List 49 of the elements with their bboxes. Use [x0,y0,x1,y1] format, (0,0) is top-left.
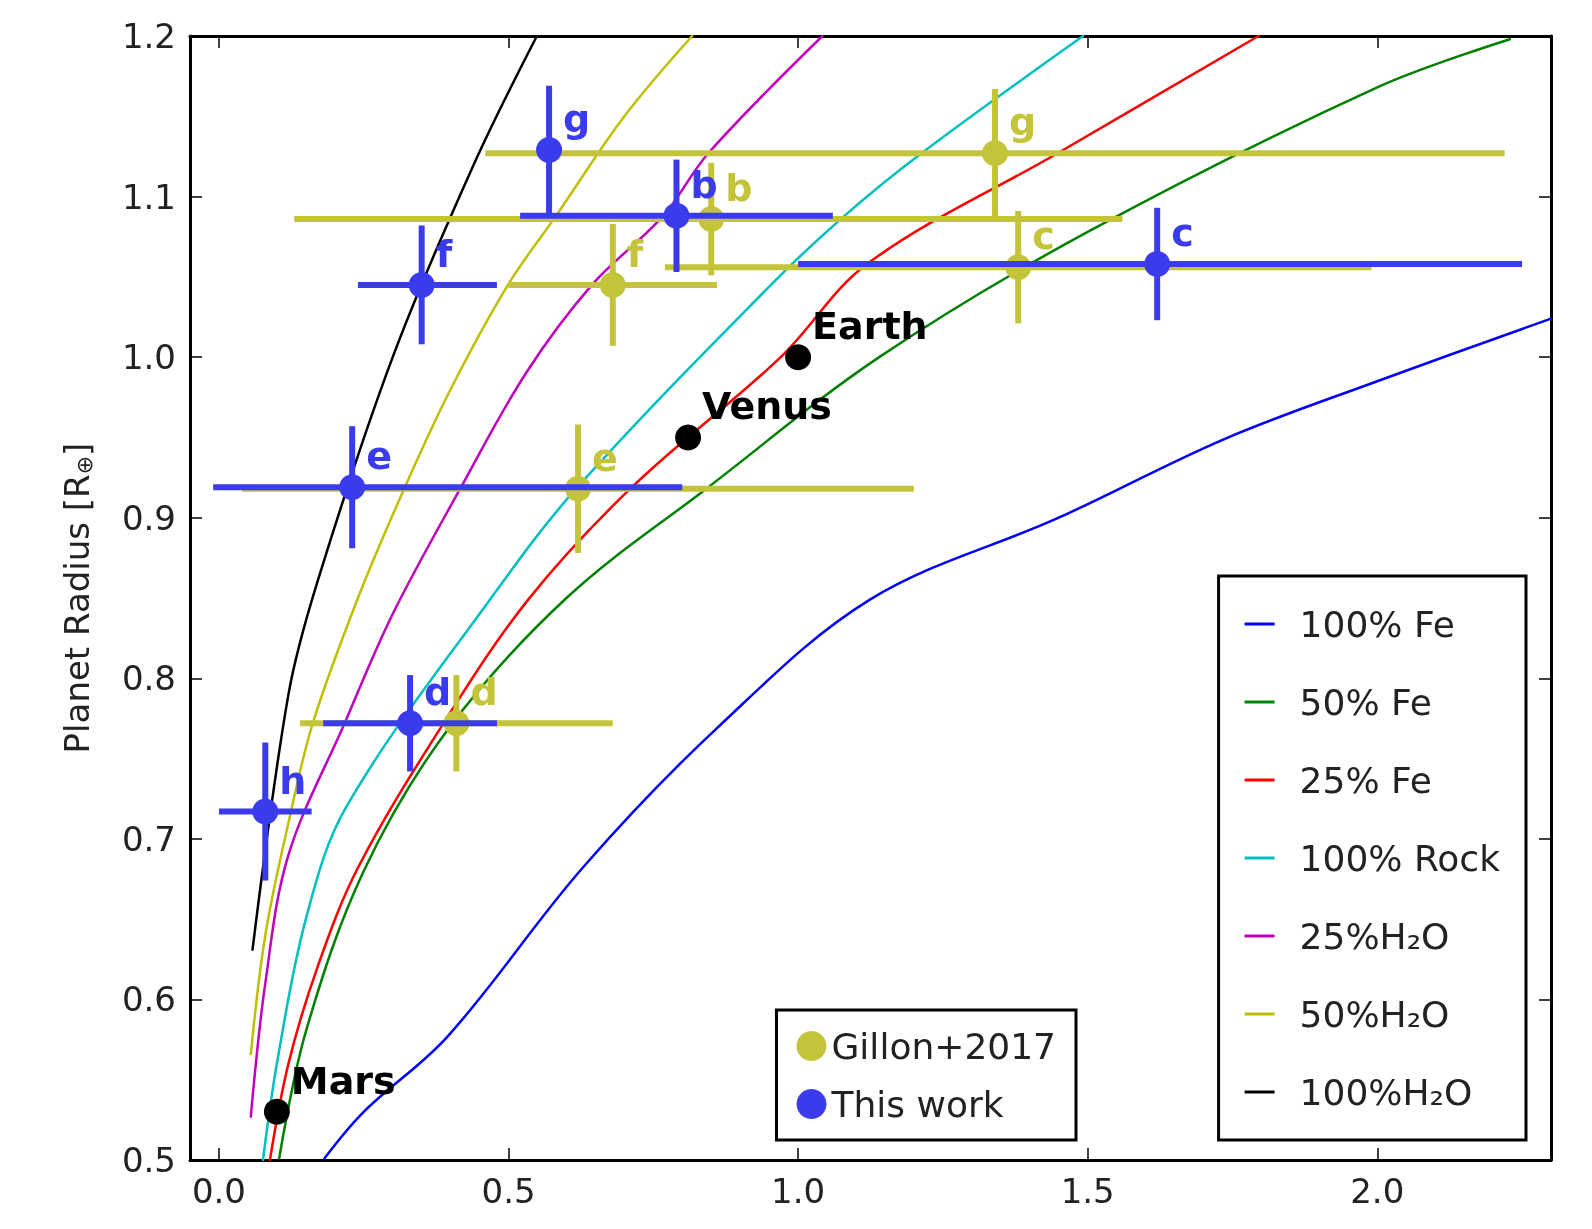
legend-label: 100%H₂O [1299,1071,1473,1113]
legend-label: 100% Fe [1299,603,1455,645]
y-tick-label: 1.2 [121,16,176,56]
legend-label: 25%H₂O [1299,915,1450,957]
legend-label: 50% Fe [1299,681,1432,723]
x-tick-label: 1.5 [1060,1171,1115,1211]
legend-label: Gillon+2017 [831,1025,1057,1067]
x-tick-label: 1.0 [771,1171,826,1211]
annotation: c [1171,211,1194,256]
annotation: c [1032,214,1055,259]
x-tick-label: 0.5 [481,1171,536,1211]
x-tick-label: 0.0 [191,1171,246,1211]
y-tick-label: 0.6 [121,979,176,1020]
point [536,137,563,163]
point [339,474,366,501]
legend-label: 50%H₂O [1299,993,1450,1035]
annotation: g [1009,100,1037,145]
y-axis-title: Planet Radius [R⊕] [57,442,97,754]
y-tick-label: 1.1 [121,176,176,217]
line-series [249,34,694,1056]
point [599,271,626,298]
point [408,271,435,298]
annotation: g [563,97,591,142]
annotation: d [470,670,498,715]
point [785,344,812,371]
point [675,424,702,451]
line-series [277,37,1512,1160]
y-tick-label: 0.8 [121,658,176,699]
y-tick-label: 0.7 [121,818,176,859]
annotation: f [626,231,644,276]
point [1144,251,1171,277]
y-tick-label: 1.0 [121,337,176,378]
annotation: d [424,670,452,715]
legend-label: This work [830,1083,1004,1125]
point [397,710,424,737]
point [252,798,279,825]
point [982,140,1009,167]
annotation: f [435,231,453,276]
x-tick-label: 2.0 [1350,1171,1405,1211]
y-tick-label: 0.9 [121,497,176,538]
point [663,202,690,229]
y-tick-label: 0.5 [121,1140,176,1180]
annotation: Earth [812,304,928,349]
legend-label: 100% Rock [1299,837,1501,879]
annotation: b [725,166,753,211]
point [263,1098,290,1125]
line-series [261,34,1085,1162]
annotation: e [366,434,392,479]
legend-label: 25% Fe [1299,759,1432,801]
